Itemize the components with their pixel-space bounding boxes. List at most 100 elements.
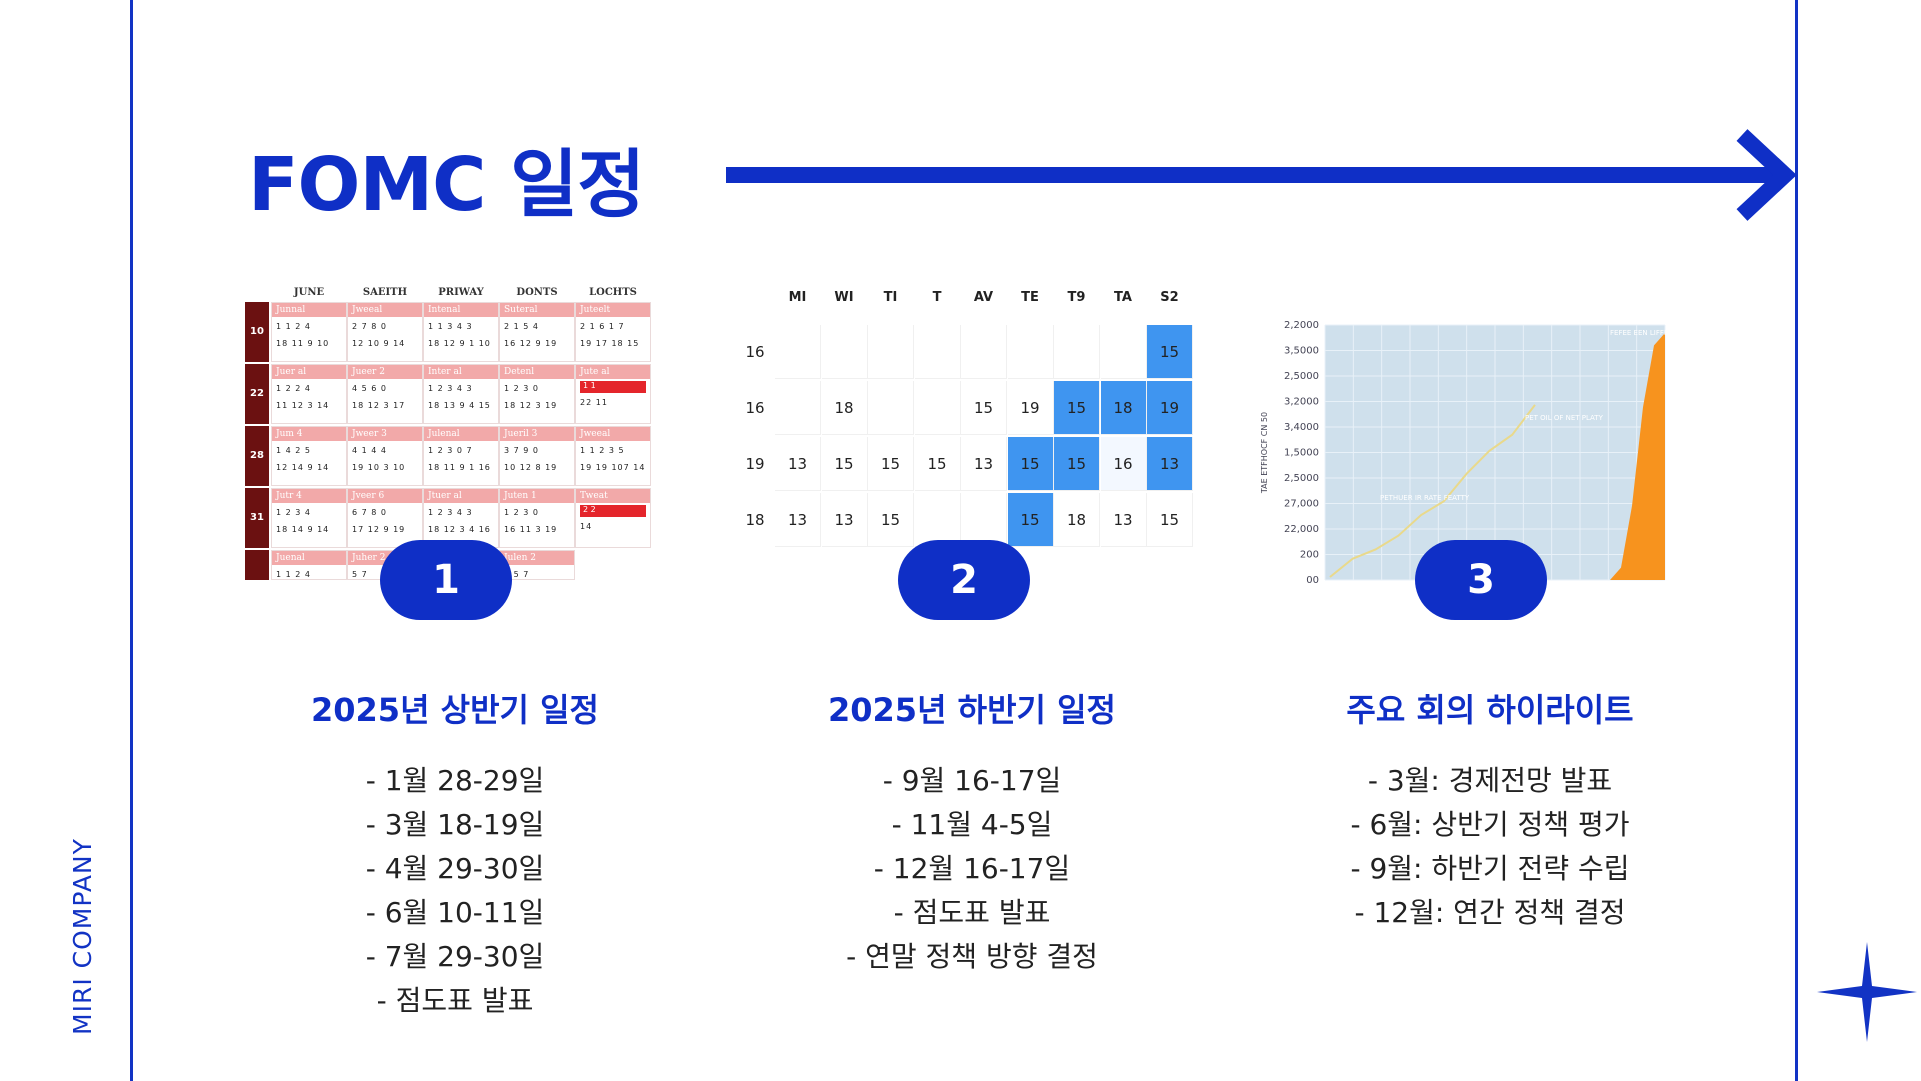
cell-band: Jum 4 bbox=[272, 427, 346, 441]
calendar-cell: Jweeal 2 7 8 0 12 10 9 14 bbox=[347, 302, 423, 362]
first-half-list: - 1월 28-29일 - 3월 18-19일 - 4월 29-30일 - 6월… bbox=[195, 759, 715, 1023]
highlights-heading: 주요 회의 하이라이트 bbox=[1346, 691, 1634, 729]
cell-dates: 1 2 3 4 bbox=[276, 508, 311, 517]
list-item: - 점도표 발표 bbox=[893, 896, 1051, 929]
list-item: - 6월 10-11일 bbox=[365, 896, 545, 929]
cell-dates: 1 2 3 0 bbox=[504, 508, 539, 517]
calendar-cell: 18 bbox=[1054, 493, 1100, 547]
cell-dates: 10 12 8 19 bbox=[504, 463, 558, 472]
cell-dates: 1 2 2 4 bbox=[276, 384, 311, 393]
highlight-chart: 2,2000 3,5000 2,5000 3,2000 3,4000 1,5000 2,50… bbox=[1260, 320, 1705, 586]
cell-dates: 3 7 9 0 bbox=[504, 446, 539, 455]
cell-band: Jweeal bbox=[348, 303, 422, 317]
cell-dates: 1 1 2 3 5 bbox=[580, 446, 625, 455]
list-item: - 12월 16-17일 bbox=[873, 852, 1071, 885]
highlight-bar: 1 1 bbox=[580, 381, 646, 393]
cell-dates: 1 2 3 4 3 bbox=[428, 384, 473, 393]
calendar-cell: 15 bbox=[914, 437, 961, 491]
y-tick-label: 3,5000 bbox=[1284, 346, 1319, 357]
list-item: - 9월 16-17일 bbox=[882, 764, 1062, 797]
calendar-cell: Julenal 1 2 3 0 7 18 11 9 1 16 bbox=[423, 426, 499, 486]
cell-dates: 1 2 3 0 bbox=[504, 384, 539, 393]
cell-band: Juteelt bbox=[576, 303, 650, 317]
cell-dates: 18 11 9 1 16 bbox=[428, 463, 491, 472]
cell-dates: 2 7 8 0 bbox=[352, 322, 387, 331]
calendar-cell: Julen 2 4 5 7 bbox=[499, 550, 575, 580]
calendar-cell: Intenal 1 1 3 4 3 18 12 9 1 10 bbox=[423, 302, 499, 362]
calendar-cell: 15 bbox=[821, 437, 868, 491]
calendar-cell: 15 bbox=[1147, 325, 1193, 379]
calendar-cell: Jueer 2 4 5 6 0 18 12 3 17 bbox=[347, 364, 423, 424]
cell-band: Jtuer al bbox=[424, 489, 498, 503]
calendar-cell bbox=[1007, 325, 1054, 379]
cell-dates: 2 1 6 1 7 bbox=[580, 322, 625, 331]
cell-band: Juten 1 bbox=[500, 489, 574, 503]
calendar-header: LOCHTS bbox=[589, 287, 637, 298]
calendar-cell bbox=[914, 493, 961, 547]
row-label: 16 bbox=[745, 343, 765, 361]
week-number: 22 bbox=[245, 364, 269, 424]
cell-dates: 18 12 3 19 bbox=[504, 401, 558, 410]
list-item: - 3월 18-19일 bbox=[365, 808, 545, 841]
cell-dates: 5 7 bbox=[352, 570, 368, 579]
badge-2: 2 bbox=[898, 540, 1030, 620]
cell-band: Juenal bbox=[272, 551, 346, 565]
calendar-header: T bbox=[932, 290, 942, 305]
calendar-cell: Juenal 1 1 2 4 bbox=[271, 550, 347, 580]
calendar-cell: Jweeal 1 1 2 3 5 19 19 107 14 bbox=[575, 426, 651, 486]
calendar-cell: 15 bbox=[868, 493, 914, 547]
y-tick-label: 2,5000 bbox=[1284, 371, 1319, 382]
list-item: - 9월: 하반기 전략 수립 bbox=[1350, 852, 1630, 885]
calendar-cell: Jutr 4 1 2 3 4 18 14 9 14 bbox=[271, 488, 347, 548]
calendar-header: TI bbox=[883, 290, 898, 305]
row-label: 19 bbox=[745, 455, 765, 473]
list-item: - 3월: 경제전망 발표 bbox=[1367, 764, 1613, 797]
calendar-cell bbox=[961, 493, 1007, 547]
highlight-chart-image: 2,2000 3,5000 2,5000 3,2000 3,4000 1,5000 2,50… bbox=[1255, 280, 1705, 586]
calendar-cell: 15 bbox=[1054, 381, 1100, 435]
second-half-heading: 2025년 하반기 일정 bbox=[828, 691, 1116, 729]
sparkle-star-icon bbox=[1817, 942, 1917, 1042]
y-tick-label: 200 bbox=[1300, 550, 1319, 561]
week-number bbox=[245, 550, 269, 580]
calendar-cell: Jveer 6 6 7 8 0 17 12 9 19 bbox=[347, 488, 423, 548]
highlights-column: 주요 회의 하이라이트 - 3월: 경제전망 발표 - 6월: 상반기 정책 평… bbox=[1230, 685, 1750, 935]
calendar-cell: 19 bbox=[1007, 381, 1054, 435]
y-tick-label: 00 bbox=[1306, 575, 1319, 585]
cell-band: Junnal bbox=[272, 303, 346, 317]
y-tick-label: 2,5000 bbox=[1284, 473, 1319, 484]
cell-dates: 2 1 5 4 bbox=[504, 322, 539, 331]
calendar-header: PRIWAY bbox=[438, 287, 484, 298]
list-item: - 11월 4-5일 bbox=[891, 808, 1053, 841]
left-border-line bbox=[130, 0, 133, 1081]
calendar-cell bbox=[961, 325, 1007, 379]
highlights-list: - 3월: 경제전망 발표 - 6월: 상반기 정책 평가 - 9월: 하반기 … bbox=[1230, 759, 1750, 935]
calendar-cell: Jweer 3 4 1 4 4 19 10 3 10 bbox=[347, 426, 423, 486]
cell-band: Intenal bbox=[424, 303, 498, 317]
cell-dates: 4 5 6 0 bbox=[352, 384, 387, 393]
calendar-cell: Jtuer al 1 2 3 4 3 18 12 3 4 16 bbox=[423, 488, 499, 548]
calendar-cell: 13 bbox=[1100, 493, 1147, 547]
list-item: - 4월 29-30일 bbox=[365, 852, 545, 885]
cell-band: Jveer 6 bbox=[348, 489, 422, 503]
cell-dates: 12 14 9 14 bbox=[276, 463, 330, 472]
list-item: - 1월 28-29일 bbox=[365, 764, 545, 797]
second-half-list: - 9월 16-17일 - 11월 4-5일 - 12월 16-17일 - 점도… bbox=[712, 759, 1232, 979]
calendar-header: SAEITH bbox=[362, 287, 408, 298]
calendar-cell: 15 bbox=[1147, 493, 1193, 547]
calendar-cell: 16 bbox=[1100, 437, 1147, 491]
calendar-cell: 18 bbox=[1100, 381, 1147, 435]
cell-dates: 18 14 9 14 bbox=[276, 525, 330, 534]
highlight-bar: 2 2 bbox=[580, 505, 646, 517]
row-label: 18 bbox=[745, 511, 765, 529]
week-number: 10 bbox=[245, 302, 269, 362]
cell-dates: 4 1 4 4 bbox=[352, 446, 387, 455]
calendar-cell: Detenl 1 2 3 0 18 12 3 19 bbox=[499, 364, 575, 424]
calendar-header: DONTS bbox=[516, 287, 558, 298]
cell-dates: 14 bbox=[580, 522, 593, 531]
cell-band: Jueril 3 bbox=[500, 427, 574, 441]
calendar-cell: Juteelt 2 1 6 1 7 19 17 18 15 bbox=[575, 302, 651, 362]
calendar-cell bbox=[775, 325, 821, 379]
cell-dates: 12 10 9 14 bbox=[352, 339, 406, 348]
cell-dates: 1 1 2 4 bbox=[276, 322, 311, 331]
